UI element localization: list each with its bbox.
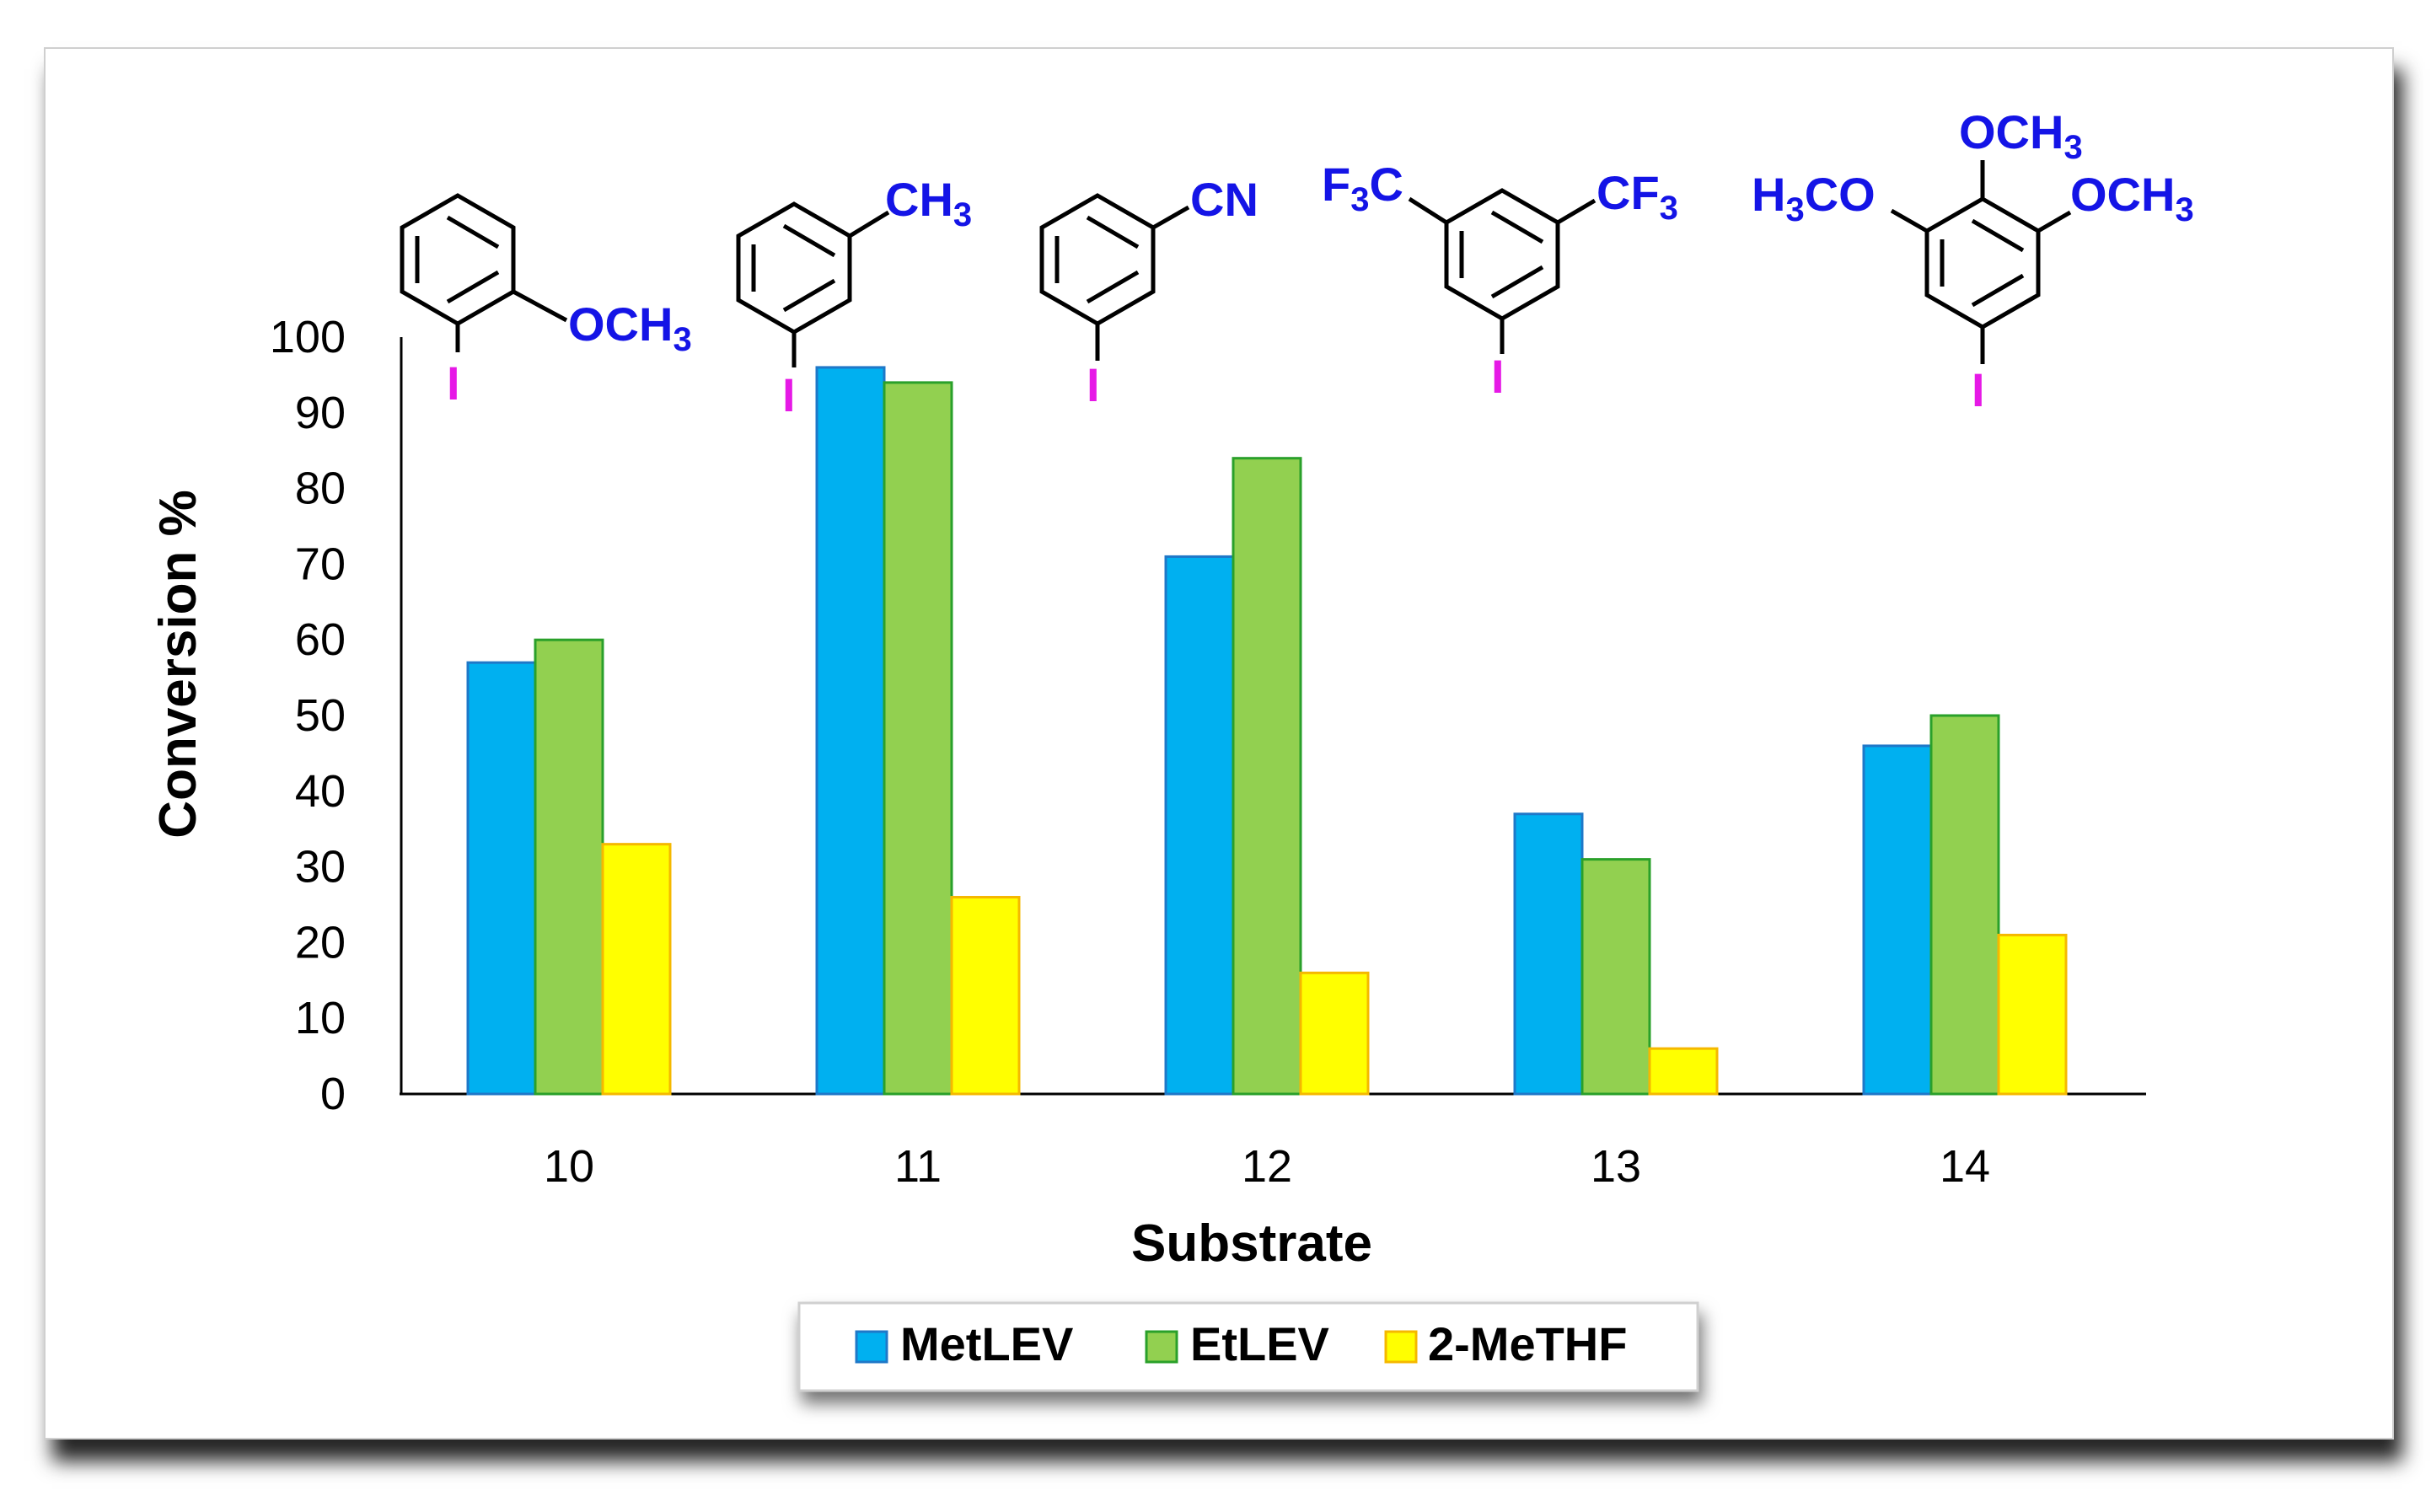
structure-11 [736,201,890,367]
structure-10-substituent: OCH3 [568,298,692,358]
x-axis-title: Substrate [1131,1214,1372,1273]
y-tick-label: 0 [320,1069,346,1119]
bar-etlev-11 [883,381,953,1096]
y-tick-label: 20 [295,917,346,968]
bar-etlev-12 [1232,457,1302,1096]
y-tick-label: 100 [270,312,346,362]
structure-13-right-substituent: CF3 [1597,166,1678,227]
bar-metlev-11 [815,366,886,1096]
y-tick-label: 40 [295,766,346,817]
bar-2methf-13 [1648,1047,1719,1096]
bar-2methf-11 [950,896,1021,1096]
structure-13 [1408,188,1597,354]
legend-swatch-metlev [855,1330,888,1364]
x-tick-label: 12 [1242,1141,1292,1192]
x-tick-labels: 10 11 12 13 14 [544,1141,1990,1192]
bar-etlev-13 [1580,858,1651,1096]
y-axis-title: Conversion % [149,490,207,838]
bar-etlev-14 [1929,714,2000,1096]
x-tick-label: 10 [544,1141,594,1192]
x-tick-label: 13 [1591,1141,1641,1192]
bar-metlev-13 [1513,812,1584,1096]
y-tick-label: 70 [295,539,346,589]
structure-10 [400,193,568,352]
y-tick-labels: 0 10 20 30 40 50 60 70 80 90 100 [270,312,346,1119]
legend-label-metlev: MetLEV [900,1317,1073,1370]
bar-metlev-12 [1164,555,1235,1096]
y-tick-label: 30 [295,842,346,893]
y-tick-label: 80 [295,464,346,514]
structure-10-iodo: I [447,357,460,410]
bar-2methf-10 [601,843,672,1096]
legend-swatch-2methf [1384,1330,1418,1364]
y-tick-label: 10 [295,993,346,1043]
structure-14-right-substituent: OCH3 [2070,168,2194,228]
structure-14-left-substituent: H3CO [1752,168,1876,228]
x-tick-label: 11 [894,1141,942,1192]
bar-metlev-14 [1862,744,1933,1096]
structure-12 [1039,193,1190,361]
structure-14-iodo: I [1972,363,1985,416]
legend-label-etlev: EtLEV [1190,1317,1329,1370]
structure-11-iodo: I [782,368,796,421]
structure-13-left-substituent: F3C [1322,158,1403,218]
legend-swatch-etlev [1145,1330,1178,1364]
bar-series [466,366,2068,1096]
legend: MetLEV EtLEV 2-MeTHF [797,1301,1699,1392]
structure-12-iodo: I [1087,358,1100,411]
y-tick-label: 60 [295,614,346,665]
bar-etlev-10 [534,638,604,1096]
bar-2methf-14 [1997,933,2068,1096]
structure-12-substituent: CN [1190,173,1258,226]
bar-2methf-12 [1299,971,1370,1096]
structure-11-substituent: CH3 [885,173,972,233]
structure-13-iodo: I [1491,350,1505,403]
structure-14 [1890,160,2072,364]
structure-14-top-substituent: OCH3 [1959,105,2083,166]
x-tick-label: 14 [1940,1141,1990,1192]
y-tick-label: 90 [295,388,346,438]
legend-label-2methf: 2-MeTHF [1428,1317,1627,1370]
y-tick-label: 50 [295,690,346,741]
legend-box [797,1301,1699,1392]
bar-metlev-10 [466,661,537,1096]
